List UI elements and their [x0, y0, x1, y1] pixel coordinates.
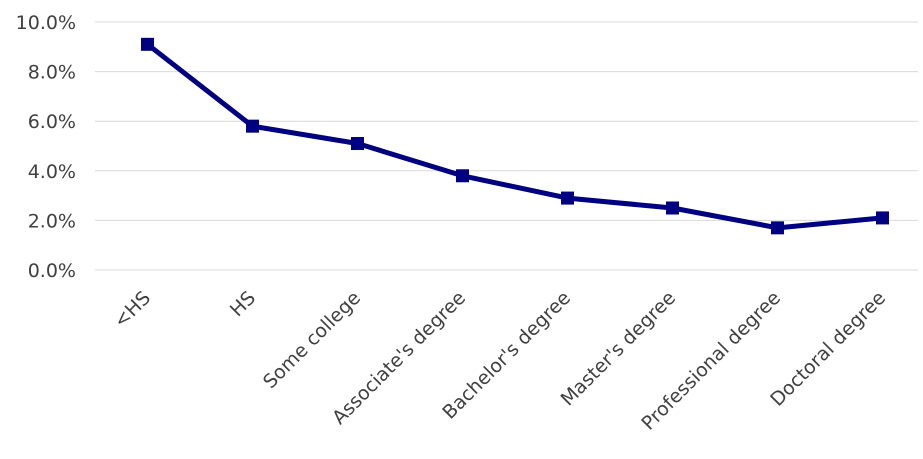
x-category-label: Master's degree: [557, 287, 680, 410]
data-point-marker: [561, 191, 574, 205]
data-point-marker: [666, 201, 679, 215]
data-point-marker: [246, 119, 259, 133]
y-tick-label: 0.0%: [28, 260, 76, 282]
y-tick-label: 6.0%: [28, 111, 76, 133]
x-category-label: Some college: [259, 287, 365, 393]
gridlines: [95, 21, 918, 271]
x-category-label: <HS: [110, 287, 155, 332]
y-tick-label: 8.0%: [28, 62, 76, 84]
data-point-marker: [456, 169, 469, 183]
data-point-marker: [771, 221, 784, 235]
y-tick-label: 2.0%: [28, 210, 76, 232]
data-point-marker: [351, 137, 364, 151]
data-point-marker: [876, 211, 889, 225]
series-plot: [141, 37, 889, 235]
data-point-marker: [141, 37, 154, 51]
y-axis-tick-labels: 0.0% 2.0% 4.0% 6.0% 8.0% 10.0%: [16, 12, 76, 282]
y-tick-label: 10.0%: [16, 12, 76, 34]
x-category-label: Doctoral degree: [766, 287, 890, 411]
y-tick-label: 4.0%: [28, 161, 76, 183]
series-line: [145, 41, 885, 231]
x-category-label: HS: [226, 287, 260, 321]
